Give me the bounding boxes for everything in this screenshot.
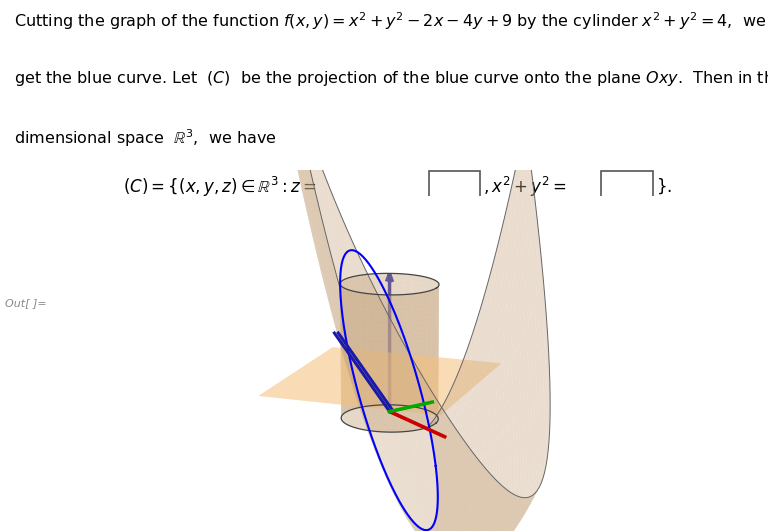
Bar: [601, 171, 653, 202]
Text: $, x^2 + y^2 = $: $, x^2 + y^2 = $: [483, 175, 567, 199]
Text: $(C) = \{(x, y, z) \in \mathbb{R}^3: z = $: $(C) = \{(x, y, z) \in \mathbb{R}^3: z =…: [123, 175, 316, 199]
Text: dimensional space  $\mathbb{R}^3$,  we have: dimensional space $\mathbb{R}^3$, we hav…: [14, 127, 276, 149]
Text: Cutting the graph of the function $f(x, y) = x^2 + y^2 - 2x - 4y + 9$ by the cyl: Cutting the graph of the function $f(x, …: [14, 10, 766, 31]
Text: get the blue curve. Let  $(C)$  be the projection of the blue curve onto the pla: get the blue curve. Let $(C)$ be the pro…: [14, 69, 768, 88]
Bar: [429, 171, 480, 202]
Text: Out[ ]=: Out[ ]=: [5, 298, 46, 307]
Text: $\}.$: $\}.$: [656, 177, 672, 196]
